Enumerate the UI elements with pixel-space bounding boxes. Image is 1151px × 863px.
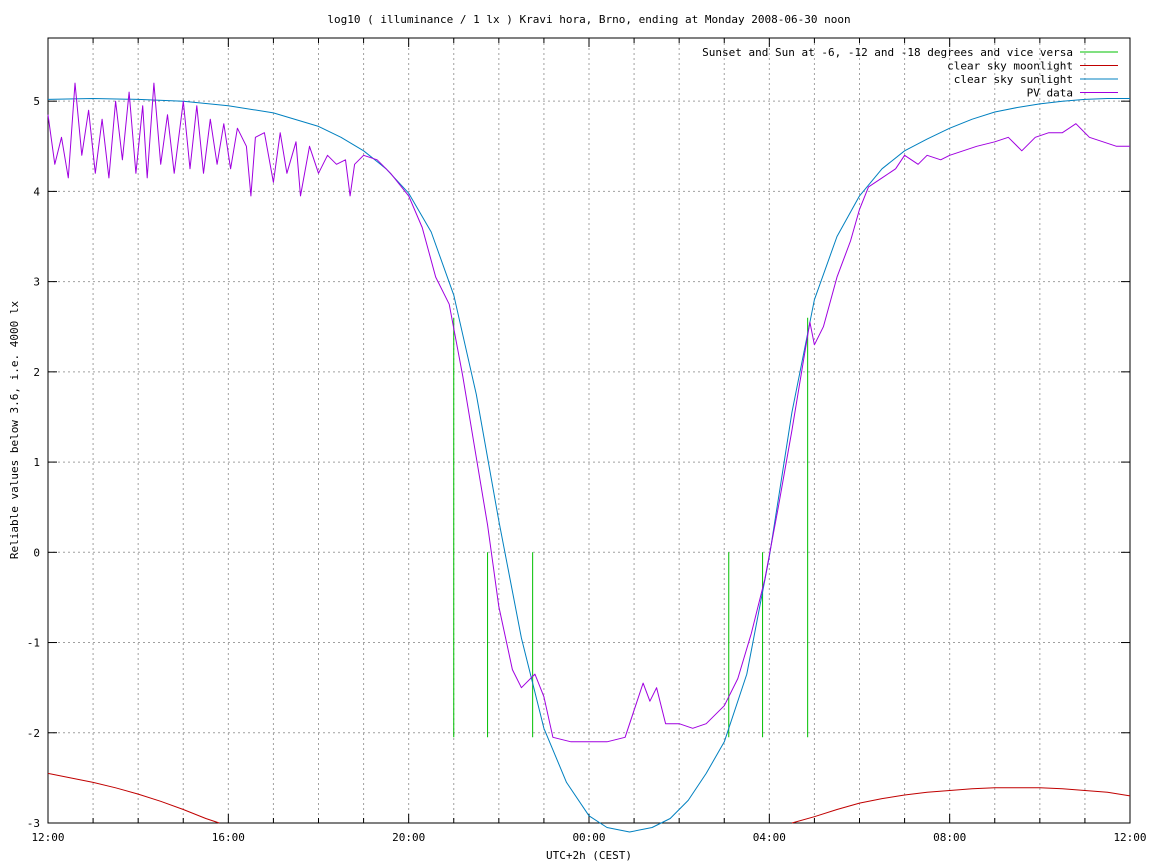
y-tick-label: 0 bbox=[33, 546, 40, 559]
series-line bbox=[47, 772, 220, 824]
x-tick-label: 04:00 bbox=[753, 831, 786, 844]
x-tick-label: 20:00 bbox=[392, 831, 425, 844]
x-tick-label: 12:00 bbox=[1113, 831, 1146, 844]
legend-label: clear sky sunlight bbox=[954, 73, 1073, 86]
chart-title: log10 ( illuminance / 1 lx ) Kravi hora,… bbox=[327, 13, 850, 26]
series-line bbox=[47, 82, 1130, 743]
grid bbox=[48, 38, 1130, 823]
y-tick-label: 4 bbox=[33, 185, 40, 198]
y-tick-label: 3 bbox=[33, 276, 40, 289]
y-axis-label: Reliable values below 3.6, i.e. 4000 lx bbox=[8, 300, 21, 559]
x-tick-label: 16:00 bbox=[212, 831, 245, 844]
series-1 bbox=[47, 772, 1131, 824]
x-axis: 12:00 16:00 20:00 00:00 04:00 08:00 12:00 bbox=[31, 38, 1147, 844]
plot-frame bbox=[47, 37, 1131, 824]
series-layer bbox=[47, 82, 1131, 833]
y-tick-label: 2 bbox=[33, 366, 40, 379]
x-tick-label: 12:00 bbox=[31, 831, 64, 844]
x-axis-label: UTC+2h (CEST) bbox=[546, 849, 632, 862]
legend-label: PV data bbox=[1027, 87, 1073, 100]
y-tick-label: -1 bbox=[27, 637, 40, 650]
series-0 bbox=[453, 317, 809, 738]
y-tick-label: 1 bbox=[33, 456, 40, 469]
x-tick-label: 00:00 bbox=[572, 831, 605, 844]
y-tick-label: 5 bbox=[33, 95, 40, 108]
legend: Sunset and Sun at -6, -12 and -18 degree… bbox=[702, 46, 1118, 100]
x-tick-label: 08:00 bbox=[933, 831, 966, 844]
y-tick-label: -2 bbox=[27, 727, 40, 740]
series-line bbox=[47, 98, 1130, 833]
series-3 bbox=[47, 82, 1130, 743]
legend-label: clear sky moonlight bbox=[947, 60, 1073, 73]
legend-label: Sunset and Sun at -6, -12 and -18 degree… bbox=[702, 46, 1073, 59]
y-axis: -3 -2 -1 0 1 2 3 4 5 bbox=[27, 95, 1130, 830]
y-tick-label: -3 bbox=[27, 817, 40, 830]
series-2 bbox=[47, 98, 1130, 833]
series-line bbox=[791, 787, 1131, 824]
